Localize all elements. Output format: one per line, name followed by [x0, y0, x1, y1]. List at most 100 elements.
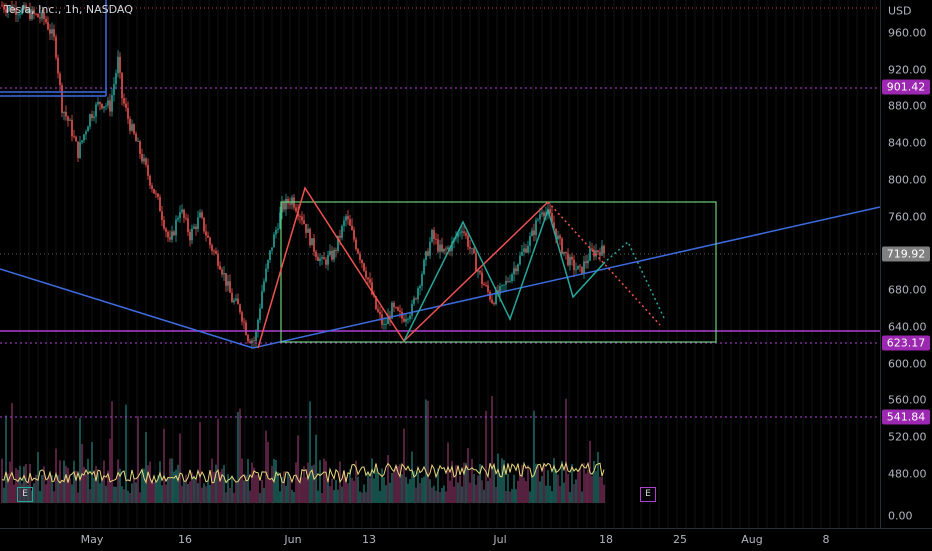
volume-bar [213, 471, 215, 503]
candle-body [247, 334, 249, 342]
volume-bar [143, 468, 145, 503]
candle-body [507, 280, 509, 282]
candle-body [93, 116, 95, 119]
volume-bar [389, 482, 391, 503]
candle-body [137, 141, 139, 142]
candle-body [543, 212, 545, 217]
candle-body [171, 231, 173, 240]
event-marker-left[interactable]: E [17, 487, 33, 502]
candle-body [209, 237, 211, 246]
volume-bar [87, 458, 89, 503]
candle-body [341, 225, 343, 238]
candle-body [303, 220, 305, 224]
candlesticks [1, 0, 605, 349]
candle-body [525, 248, 527, 253]
candle-body [225, 273, 227, 286]
candle-body [67, 116, 69, 121]
candle-body [109, 100, 111, 112]
volume-bar [463, 462, 465, 503]
price-tick-label: 560.00 [888, 393, 927, 407]
volume-bar [289, 475, 291, 503]
volume-bar [221, 468, 223, 503]
volume-bar [333, 490, 335, 503]
volume-bar [521, 464, 523, 503]
volume-bar [549, 485, 551, 503]
time-axis[interactable]: May 16 Jun 13 Jul 18 25 Aug 8 [0, 528, 932, 551]
price-chart[interactable] [0, 0, 880, 528]
candle-body [469, 246, 471, 249]
volume-bar [485, 410, 487, 503]
price-badge[interactable]: 541.84 [882, 409, 930, 425]
candle-body [165, 228, 167, 232]
volume-bar [359, 491, 361, 503]
volume-bar [441, 487, 443, 503]
candle-body [577, 265, 579, 270]
volume-bar [385, 485, 387, 503]
price-badge[interactable]: 719.92 [882, 246, 930, 262]
volume-bar [263, 487, 265, 503]
candle-body [129, 118, 131, 131]
candle-body [169, 237, 171, 240]
volume-bar [239, 408, 241, 503]
candle-body [139, 141, 141, 155]
candle-body [429, 241, 431, 256]
candle-body [337, 235, 339, 251]
volume-bar [139, 492, 141, 503]
candle-body [359, 253, 361, 260]
candle-body [581, 266, 583, 274]
candle-body [443, 248, 445, 252]
candle-body [245, 322, 247, 335]
volume-bar [325, 460, 327, 503]
volume-bar [125, 404, 127, 503]
candle-body [529, 236, 531, 246]
candle-body [409, 315, 411, 320]
candle-body [179, 212, 181, 219]
time-tick-label: Jul [493, 533, 507, 546]
volume-bar [47, 476, 49, 503]
candle-body [105, 105, 107, 107]
volume-bar [495, 486, 497, 503]
zigzag-teal-projection [572, 240, 666, 321]
volume-bar [45, 484, 47, 503]
volume-bar [439, 491, 441, 503]
candle-body [555, 228, 557, 240]
candle-body [173, 231, 175, 236]
candle-body [565, 251, 567, 254]
volume-bar [599, 476, 601, 503]
candle-body [465, 232, 467, 236]
volume-bar [145, 432, 147, 503]
volume-bar [275, 459, 277, 503]
price-badge[interactable]: 901.42 [882, 79, 930, 95]
volume-bar [493, 463, 495, 503]
volume-bar [231, 475, 233, 503]
volume-bar [517, 480, 519, 503]
candle-body [325, 259, 327, 265]
volume-bar [65, 465, 67, 503]
volume-bar [49, 473, 51, 503]
candle-body [495, 290, 497, 305]
candle-body [231, 292, 233, 303]
candle-body [559, 235, 561, 239]
candle-body [541, 212, 543, 215]
candle-body [491, 299, 493, 303]
candle-body [489, 291, 491, 300]
volume-bar [77, 492, 79, 503]
candle-body [185, 217, 187, 219]
volume-bar [357, 476, 359, 503]
candle-body [59, 73, 61, 86]
volume-bar [241, 458, 243, 503]
price-tick-label: 680.00 [888, 283, 927, 297]
candle-body [513, 268, 515, 275]
price-badge[interactable]: 623.17 [882, 335, 930, 351]
volume-bar [429, 479, 431, 503]
candle-body [277, 228, 279, 230]
volume-bar [317, 490, 319, 503]
candle-body [533, 230, 535, 236]
volume-bar [253, 467, 255, 503]
volume-bar [369, 477, 371, 503]
candle-body [223, 273, 225, 275]
volume-bar [243, 480, 245, 503]
price-axis[interactable]: USD 960.00 920.00 880.00 840.00 800.00 760.00… [880, 0, 932, 528]
event-marker-right[interactable]: E [640, 487, 656, 502]
drawing-tools[interactable] [0, 0, 880, 418]
